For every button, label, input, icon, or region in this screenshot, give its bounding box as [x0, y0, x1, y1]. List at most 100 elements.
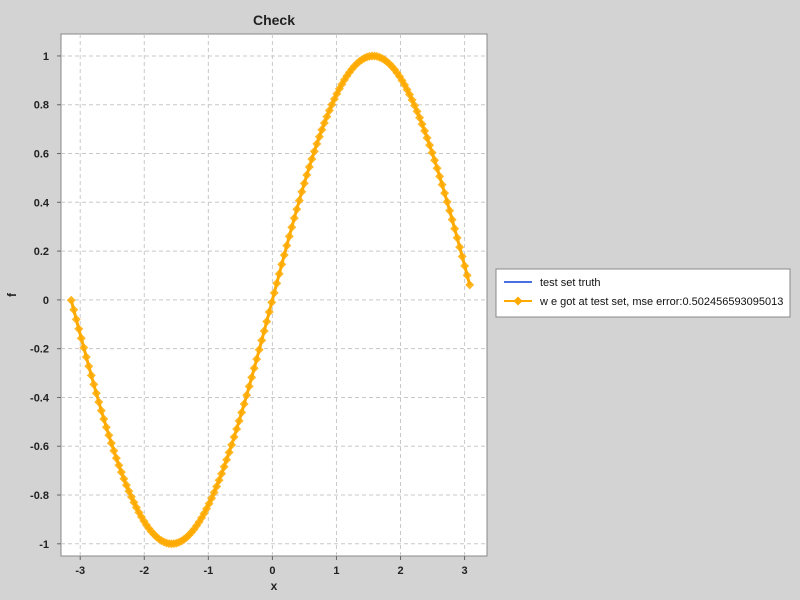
data-point [242, 390, 252, 400]
data-point [224, 447, 234, 457]
data-point [289, 213, 299, 223]
data-point [106, 438, 116, 448]
data-point [89, 379, 99, 389]
data-point [465, 280, 475, 290]
data-point [294, 195, 304, 205]
y-tick-label: -1 [39, 539, 49, 551]
data-point [91, 388, 101, 398]
data-point [257, 335, 267, 345]
data-point [249, 363, 259, 373]
data-point [317, 125, 327, 135]
data-point [282, 241, 292, 251]
data-point [274, 269, 284, 279]
data-point [312, 139, 322, 149]
data-point [314, 132, 324, 142]
legend-label-truth: test set truth [540, 277, 601, 289]
y-tick-label: -0.2 [30, 344, 49, 356]
data-point [309, 146, 319, 156]
data-point [104, 430, 114, 440]
data-point [227, 440, 237, 450]
data-point [420, 126, 430, 136]
data-point [304, 162, 314, 172]
x-tick-label: 3 [462, 565, 468, 577]
data-point [349, 61, 359, 71]
data-point [114, 460, 124, 470]
data-point [76, 333, 86, 343]
data-point [229, 432, 239, 442]
data-point [307, 154, 317, 164]
y-tick-label: 0.6 [34, 149, 49, 161]
data-point [71, 314, 81, 324]
data-point [94, 397, 104, 407]
data-point [462, 270, 472, 280]
series-prediction [66, 51, 475, 549]
data-point [297, 187, 307, 197]
data-point [302, 170, 312, 180]
data-point [455, 242, 465, 252]
data-point [445, 206, 455, 216]
data-point [447, 215, 457, 225]
data-point [239, 399, 249, 409]
y-tick-label: 0.4 [34, 197, 50, 209]
y-axis-label: f [5, 292, 19, 297]
data-point [81, 352, 91, 362]
y-tick-label: 0.8 [34, 100, 49, 112]
data-point [99, 414, 109, 424]
data-point [244, 381, 254, 391]
data-point [121, 480, 131, 490]
data-point [217, 469, 227, 479]
data-point [237, 407, 247, 417]
data-point [66, 295, 76, 305]
data-point [427, 148, 437, 158]
x-tick-label: -1 [203, 565, 213, 577]
data-point [450, 224, 460, 234]
data-point [457, 251, 467, 261]
data-point [259, 326, 269, 336]
legend-marker-prediction [513, 296, 523, 306]
data-point [232, 424, 242, 434]
data-point [417, 119, 427, 129]
data-point [272, 278, 282, 288]
data-point [432, 163, 442, 173]
y-tick-label: 0 [43, 295, 49, 307]
data-point [254, 345, 264, 355]
data-point [440, 188, 450, 198]
y-tick-label: -0.6 [30, 441, 49, 453]
x-tick-label: 2 [397, 565, 403, 577]
data-point [269, 288, 279, 298]
data-point [264, 307, 274, 317]
y-tick-label: 0.2 [34, 246, 49, 258]
data-point [442, 197, 452, 207]
data-point [437, 180, 447, 190]
data-point [452, 233, 462, 243]
data-point [435, 171, 445, 181]
data-point [262, 316, 272, 326]
data-point [219, 462, 229, 472]
x-tick-label: -2 [139, 565, 149, 577]
legend-label-prediction: w e got at test set, mse error:0.5024565… [539, 296, 783, 308]
data-point [287, 222, 297, 232]
data-point [119, 474, 129, 484]
grid [61, 34, 487, 556]
legend: test set truth w e got at test set, mse … [495, 268, 791, 318]
data-point [222, 455, 232, 465]
x-tick-label: 1 [333, 565, 339, 577]
data-point [425, 140, 435, 150]
x-axis-label: x [271, 579, 278, 593]
data-point [84, 361, 94, 371]
x-tick-label: -3 [75, 565, 85, 577]
y-tick-label: -0.4 [30, 392, 50, 404]
data-point [101, 422, 111, 432]
y-tick-label: 1 [43, 51, 49, 63]
data-point [74, 324, 84, 334]
data-point [109, 446, 119, 456]
data-point [430, 155, 440, 165]
x-tick-label: 0 [269, 565, 275, 577]
data-point [279, 250, 289, 260]
axis-ticks: -3 -2 -1 0 1 2 3 -1 -0.8 -0.6 -0.4 -0.2 0 0.2 0.4 0.6 0.… [30, 51, 468, 577]
data-point [69, 305, 79, 315]
data-point [284, 231, 294, 241]
data-point [96, 406, 106, 416]
data-point [292, 204, 302, 214]
